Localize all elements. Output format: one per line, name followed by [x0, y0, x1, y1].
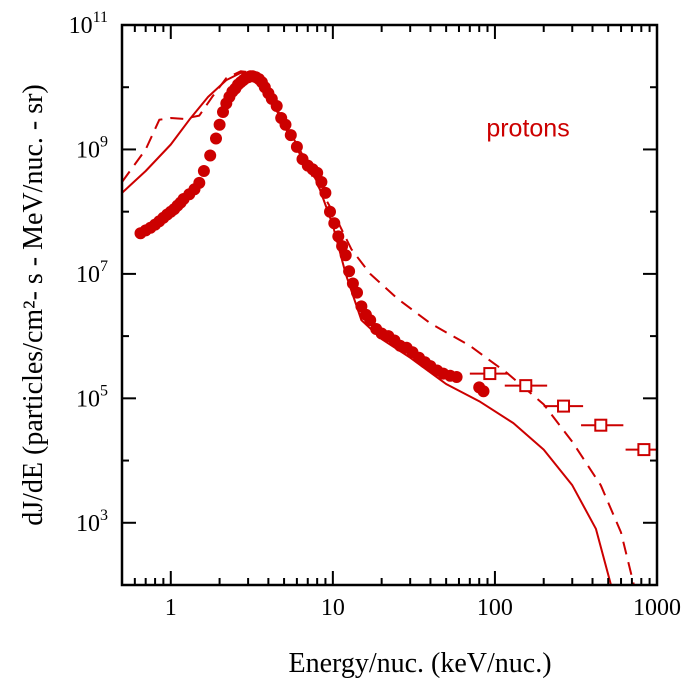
data-point [197, 165, 210, 177]
y-tick-label: 107 [76, 258, 108, 288]
data-point [346, 277, 359, 290]
x-tick-label: 1000 [633, 595, 681, 621]
y-tick-label: 109 [76, 133, 108, 163]
data-point [279, 118, 292, 131]
data-point [477, 385, 490, 398]
data-point [343, 265, 356, 278]
plot-content [122, 70, 657, 585]
axis-ticks [121, 24, 658, 586]
data-point [328, 217, 341, 230]
y-tick-label: 105 [76, 382, 108, 412]
data-point [364, 314, 377, 327]
y-tick-label: 103 [76, 507, 108, 537]
data-point [324, 205, 336, 218]
data-point [332, 230, 345, 243]
y-tick-label: 1011 [69, 9, 108, 39]
x-tick-label: 10 [321, 595, 345, 621]
series-line-1 [122, 71, 612, 585]
annotation-protons: protons [486, 115, 569, 143]
data-point-square [637, 443, 651, 457]
data-point [311, 166, 324, 179]
data-point [210, 132, 222, 145]
data-point-square [483, 367, 497, 381]
data-point-square [557, 399, 571, 413]
data-point [270, 100, 283, 112]
data-point [315, 176, 328, 188]
data-point [351, 286, 363, 299]
x-tick-label: 1 [165, 595, 177, 621]
data-point [284, 129, 297, 142]
tick-labels: 1 10 100 1000 103 105 107 109 1011 [69, 9, 681, 621]
data-point-square [519, 379, 533, 393]
data-point [213, 118, 226, 131]
annotations: protons [486, 115, 569, 143]
data-point [339, 249, 352, 262]
x-axis-label: Energy/nuc. (keV/nuc.) [288, 648, 551, 679]
data-point [204, 149, 217, 162]
data-point [193, 176, 206, 189]
data-point-square [594, 418, 608, 432]
data-point [319, 186, 332, 199]
plot-frame [120, 23, 659, 587]
y-axis-label: dJ/dE (particles/cm²- s - MeV/nuc. - sr) [18, 84, 49, 526]
data-point [450, 371, 463, 383]
data-point [336, 240, 349, 253]
data-point [290, 140, 303, 153]
x-tick-label: 100 [477, 595, 513, 621]
